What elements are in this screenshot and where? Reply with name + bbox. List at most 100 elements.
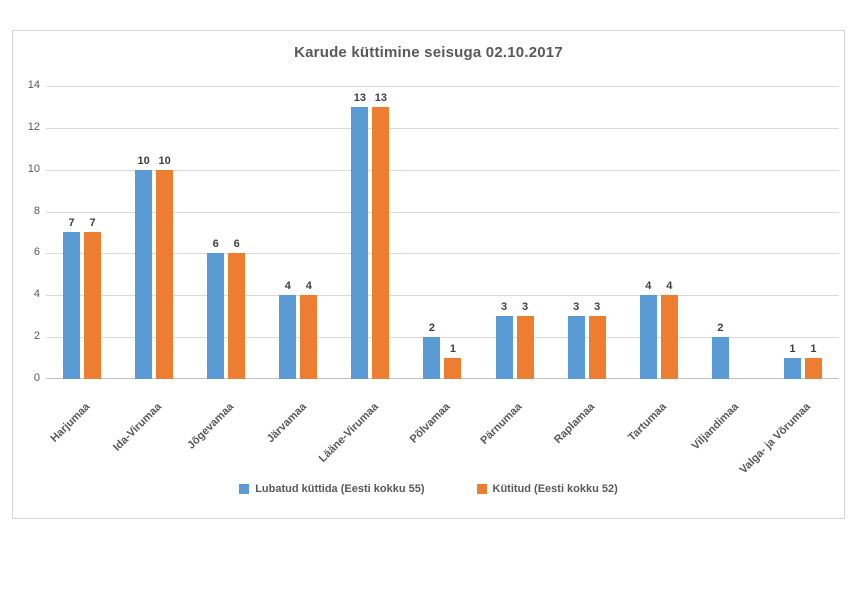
bar-column: 4 (279, 280, 297, 379)
data-label: 3 (594, 301, 601, 313)
y-axis-tick-label: 10 (27, 163, 40, 175)
x-axis: Harjumaa Ida-Virumaa Jõgevamaa Järvamaa Lään… (46, 383, 839, 493)
data-label: 13 (374, 92, 388, 104)
data-label: 10 (158, 155, 171, 167)
bar-column: 6 (228, 238, 246, 379)
bar (279, 295, 297, 379)
bar-column: 4 (639, 280, 657, 379)
x-axis-label: Valga- ja Võrumaa (737, 400, 814, 477)
bar-column: 2 (711, 322, 729, 379)
data-label: 1 (810, 343, 817, 355)
bar-column: 7 (63, 217, 81, 379)
bar-column: 7 (84, 217, 102, 379)
x-axis-label: Raplamaa (551, 400, 597, 447)
bar-group: 2 (695, 86, 767, 379)
bar (423, 337, 441, 379)
y-axis-tick-label: 4 (33, 288, 40, 300)
gridline (46, 170, 839, 171)
x-axis-label: Pärnumaa (478, 400, 525, 447)
bar (156, 170, 174, 379)
bar (444, 358, 462, 379)
bar-column: 10 (135, 155, 153, 379)
data-label: 3 (573, 301, 580, 313)
data-label: 1 (789, 343, 796, 355)
gridline (46, 253, 839, 254)
legend-item-kutitud: Kütitud (Eesti kokku 52) (476, 483, 618, 495)
data-label: 3 (501, 301, 508, 313)
data-label: 7 (89, 217, 96, 229)
bar-column: 4 (660, 280, 678, 379)
y-axis-tick-label: 6 (33, 246, 40, 258)
data-label: 4 (666, 280, 673, 292)
bar (516, 316, 534, 379)
gridline (46, 212, 839, 213)
bar-group: 13 13 (334, 86, 406, 379)
data-label: 4 (284, 280, 291, 292)
x-axis-label: Põlvamaa (407, 400, 453, 446)
gridline (46, 295, 839, 296)
legend-label-kutitud: Kütitud (Eesti kokku 52) (492, 483, 618, 495)
bar-column: 3 (495, 301, 513, 379)
gridline (46, 378, 839, 379)
gridline (46, 86, 839, 87)
x-axis-label: Jõgevamaa (185, 400, 237, 452)
bar-column: 1 (804, 343, 822, 379)
x-axis-label: Tartumaa (626, 400, 670, 444)
y-axis-tick-label: 14 (27, 79, 40, 91)
data-label: 4 (645, 280, 652, 292)
bar-column: 6 (207, 238, 225, 379)
data-label: 6 (233, 238, 240, 250)
bar (588, 316, 606, 379)
bar-column: 3 (516, 301, 534, 379)
bar-column: 3 (588, 301, 606, 379)
gridline (46, 337, 839, 338)
bar (372, 107, 390, 379)
bar (207, 253, 225, 379)
data-label: 10 (137, 155, 150, 167)
x-axis-label: Harjumaa (48, 400, 93, 445)
data-label: 1 (449, 343, 457, 355)
bar (783, 358, 801, 379)
data-label: 3 (522, 301, 529, 313)
x-axis-label: Järvamaa (264, 400, 309, 446)
y-axis-tick-label: 8 (33, 205, 40, 217)
bar (228, 253, 246, 379)
chart-frame: Karude küttimine seisuga 02.10.2017 0 2 4 6… (12, 30, 845, 519)
legend-label-lubatud: Lubatud küttida (Eesti kokku 55) (255, 483, 425, 495)
plot-area: 0 2 4 6 8 10 12 14 7 7 10 10 6 6 4 4 13 13 2 1 3 3 3 3 4 4 2 1 1 (28, 79, 839, 384)
bar (135, 170, 153, 379)
bar-column: 13 (351, 93, 369, 379)
data-label: 2 (717, 322, 724, 334)
x-axis-label: Viljandimaa (689, 400, 742, 453)
data-label: 6 (212, 238, 219, 250)
bar (804, 358, 822, 379)
bar-column: 1 (783, 343, 801, 379)
bar (639, 295, 657, 379)
bar (660, 295, 678, 379)
bar (63, 232, 81, 379)
bar-column: 2 (423, 322, 441, 379)
bar-column: 1 (444, 343, 462, 379)
data-label: 7 (68, 217, 75, 229)
bar-column: 4 (300, 280, 318, 379)
legend-swatch-blue-icon (239, 484, 250, 494)
bar (351, 107, 369, 379)
bar (84, 232, 102, 379)
data-label: 2 (428, 322, 436, 334)
y-axis-tick-label: 12 (27, 121, 40, 133)
data-label: 4 (305, 280, 312, 292)
y-axis-tick-label: 0 (33, 372, 40, 384)
bar (495, 316, 513, 379)
bar-group: 10 10 (118, 86, 190, 379)
legend-item-lubatud: Lubatud küttida (Eesti kokku 55) (239, 483, 425, 495)
bar-column: 10 (156, 155, 174, 379)
chart-title: Karude küttimine seisuga 02.10.2017 (294, 44, 563, 61)
